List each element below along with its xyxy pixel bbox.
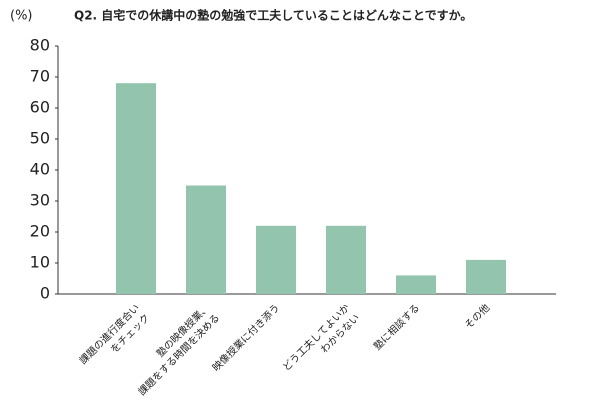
x-tick-label: 映像授業に付き添う	[209, 301, 282, 374]
x-tick-label: 塾に相談する	[371, 301, 423, 353]
y-tick-label: 60	[30, 98, 50, 117]
bar	[186, 185, 226, 294]
chart-title: Q2. 自宅での休講中の塾の勉強で工夫していることはどんなことですか。	[74, 8, 472, 23]
y-tick-label: 10	[30, 253, 50, 272]
y-tick-label: 20	[30, 222, 50, 241]
bar	[326, 225, 366, 294]
y-tick-label: 30	[30, 191, 50, 210]
bar	[466, 259, 506, 294]
x-tick-label: その他	[462, 301, 492, 331]
bar	[396, 275, 436, 294]
bar	[116, 83, 156, 294]
y-tick-label: 70	[30, 67, 50, 86]
y-tick-label: 50	[30, 129, 50, 148]
y-tick-label: 40	[30, 160, 50, 179]
y-tick-label: 0	[40, 284, 50, 303]
y-axis-label: (%)	[10, 9, 33, 24]
y-tick-label: 80	[30, 36, 50, 55]
bar	[256, 225, 296, 294]
